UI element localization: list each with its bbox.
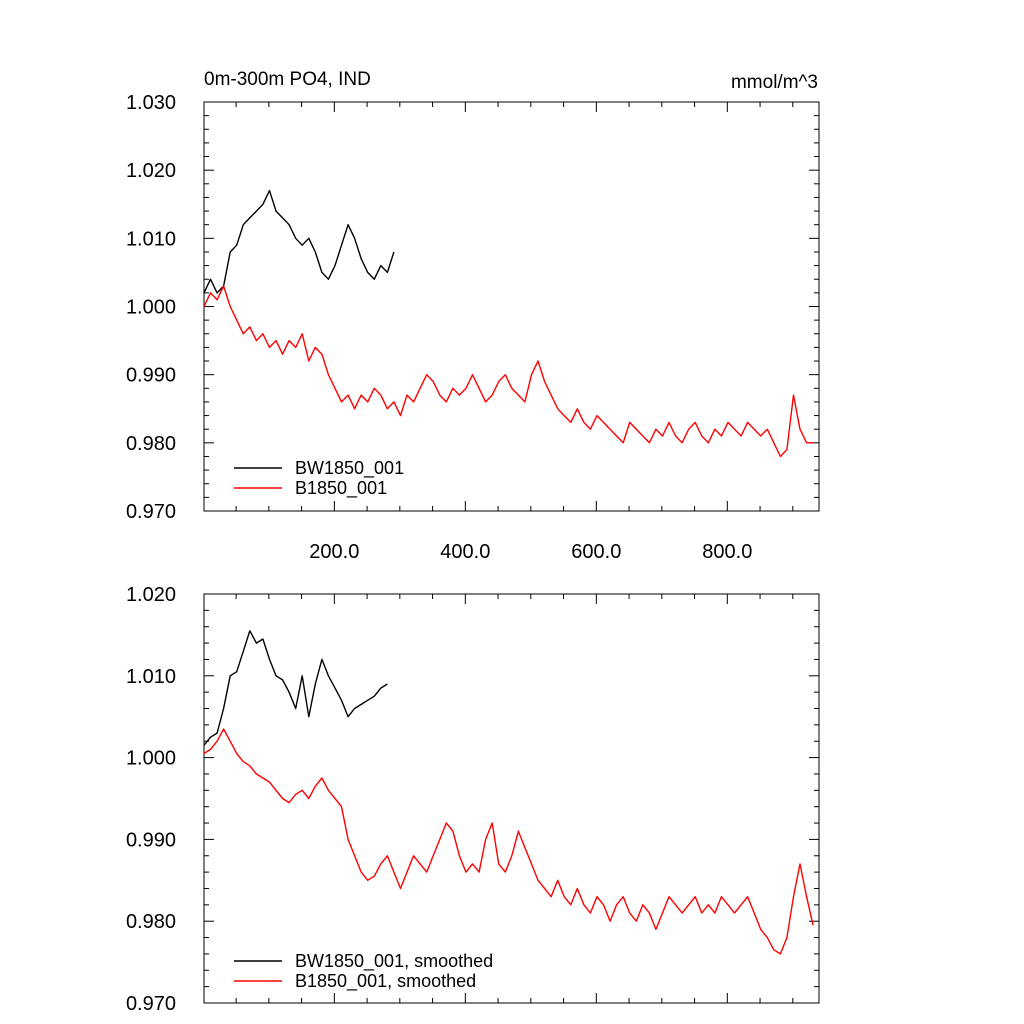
series-line-red [203,285,814,458]
x-tick-label: 600.0 [571,541,621,563]
x-tick-label: 800.0 [702,541,752,563]
top-title-left: 0m-300m PO4, IND [204,69,371,90]
bottom-panel: 0.970 0.980 0.990 1.000 1.010 1.020 BW1850_001… [126,584,820,1015]
y-tick-label: 1.020 [126,160,176,182]
y-tick-label: 1.000 [126,748,176,770]
y-tick-label: 1.010 [126,228,176,250]
legend-label: BW1850_001, smoothed [295,951,493,972]
y-tick-label: 0.990 [126,829,176,851]
legend-label: BW1850_001 [295,458,404,479]
y-tick-label: 0.970 [126,993,176,1015]
plot-frame [203,593,820,1004]
y-tick-label: 0.970 [126,501,176,523]
y-tick-label: 0.980 [126,433,176,455]
top-title-right: mmol/m^3 [731,72,818,93]
series-line-black [203,630,388,746]
y-tick-label: 1.020 [126,584,176,606]
x-tick-label: 400.0 [440,541,490,563]
series-line-black [203,189,395,294]
plot-frame [203,101,820,512]
y-tick-label: 1.030 [126,92,176,114]
y-tick-label: 1.000 [126,297,176,319]
series-line-red [203,728,814,955]
y-tick-label: 0.980 [126,911,176,933]
x-tick-label: 200.0 [309,541,359,563]
y-tick-label: 1.010 [126,666,176,688]
legend-label: B1850_001, smoothed [295,971,476,992]
top-panel: 0.970 0.980 0.990 1.000 1.010 1.020 1.030 200.0… [126,92,820,563]
y-tick-label: 0.990 [126,365,176,387]
legend-label: B1850_001 [295,478,387,499]
